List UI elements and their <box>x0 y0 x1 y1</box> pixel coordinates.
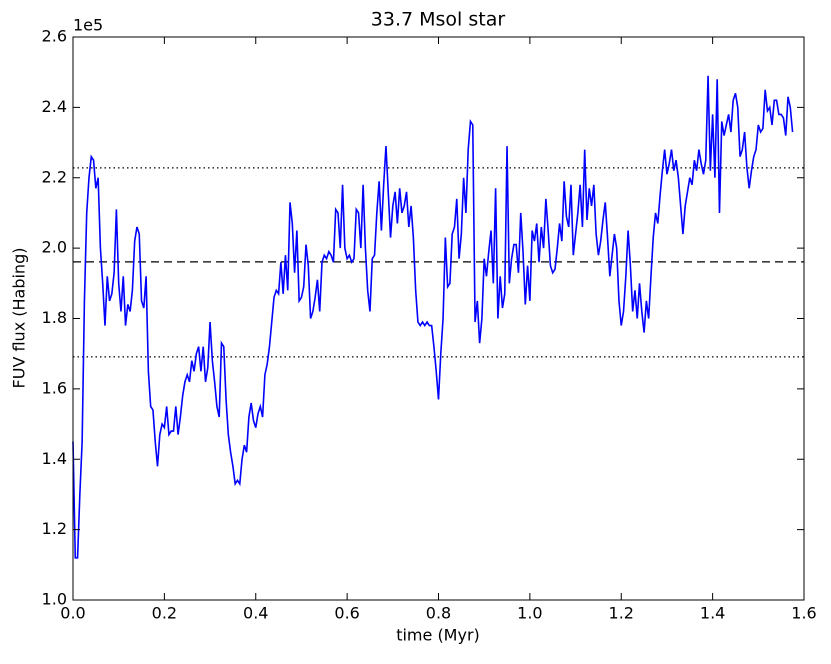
y-tick-label: 1.8 <box>42 308 67 327</box>
y-tick-label: 2.2 <box>42 167 67 186</box>
x-tick-label: 0.6 <box>334 604 359 623</box>
y-tick-label: 2.6 <box>42 27 67 46</box>
y-tick-label: 2.0 <box>42 238 67 257</box>
y-tick-label: 2.4 <box>42 97 67 116</box>
x-tick-label: 1.2 <box>609 604 634 623</box>
y-tick-label: 1.4 <box>42 449 67 468</box>
y-axis-label: FUV flux (Habing) <box>10 248 29 389</box>
x-tick-label: 1.0 <box>517 604 542 623</box>
y-tick-label: 1.2 <box>42 519 67 538</box>
y-tick-label: 1.0 <box>42 590 67 609</box>
y-tick-label: 1.6 <box>42 378 67 397</box>
x-axis-label: time (Myr) <box>396 626 480 645</box>
y-offset-label: 1e5 <box>73 16 103 35</box>
x-tick-label: 0.0 <box>60 604 85 623</box>
plot-frame <box>72 36 805 601</box>
x-tick-label: 0.2 <box>152 604 177 623</box>
data-line <box>72 75 794 559</box>
x-tick-label: 1.6 <box>791 604 816 623</box>
x-tick-label: 0.8 <box>426 604 451 623</box>
chart-title: 33.7 Msol star <box>371 9 506 31</box>
x-tick-label: 0.4 <box>243 604 268 623</box>
x-tick-label: 1.4 <box>700 604 725 623</box>
